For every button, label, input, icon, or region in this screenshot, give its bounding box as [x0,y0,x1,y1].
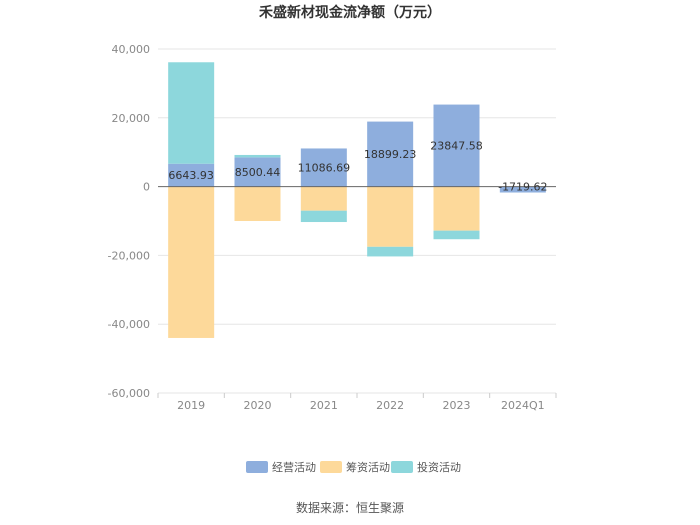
bar-投资活动 [300,210,347,223]
bar-投资活动 [433,230,480,240]
y-tick-label: -60,000 [108,387,150,400]
bar-经营活动 [499,186,546,193]
bar-投资活动 [168,62,215,164]
y-tick-label: 0 [143,181,150,194]
x-tick-label: 2020 [244,399,272,412]
legend-label: 筹资活动 [346,460,390,474]
bar-筹资活动 [300,186,347,211]
y-tick-label: -20,000 [108,249,150,262]
bar-筹资活动 [234,186,281,221]
data-labels: 6643.93 8500.44 11086.69 18899.23 23847.58 -1… [168,140,547,194]
bar-经营活动 [367,121,414,187]
legend-label: 投资活动 [417,460,461,474]
data-label: -1719.62 [498,181,547,194]
legend-label: 经营活动 [272,460,316,474]
x-tick-label: 2022 [376,399,404,412]
y-tick-label: -40,000 [108,318,150,331]
legend-swatch [391,461,413,473]
x-tick-label: 2023 [443,399,471,412]
legend-swatch [246,461,268,473]
data-label: 6643.93 [168,169,214,182]
data-label: 18899.23 [364,148,417,161]
x-tick-label: 2024Q1 [501,399,545,412]
legend-swatch [320,461,342,473]
chart-title: 禾盛新材现金流净额（万元） [259,4,441,21]
bar-筹资活动 [433,186,480,231]
bar-经营活动 [433,104,480,187]
y-axis-ticks: 40,000 20,000 0 -20,000 -40,000 -60,000 [108,43,150,400]
bar-投资活动 [367,246,414,257]
bar-经营活动 [300,148,347,187]
data-label: 11086.69 [298,162,351,175]
x-tick-label: 2019 [177,399,205,412]
bar-经营活动 [234,157,281,187]
grid-lines [158,48,556,394]
y-tick-label: 20,000 [112,112,151,125]
data-label: 23847.58 [430,140,483,153]
bar-筹资活动 [367,186,414,247]
legend: 经营活动 筹资活动 投资活动 [246,460,461,474]
x-axis-ticks: 2019 2020 2021 2022 2023 2024Q1 [157,393,557,412]
x-tick-label: 2021 [310,399,338,412]
bar-投资活动 [234,154,281,158]
data-label: 8500.44 [235,166,281,179]
bar-筹资活动 [168,186,215,338]
y-tick-label: 40,000 [112,43,151,56]
bar-经营活动 [168,163,215,187]
data-source: 数据来源：恒生聚源 [296,500,404,515]
bars [168,62,546,338]
